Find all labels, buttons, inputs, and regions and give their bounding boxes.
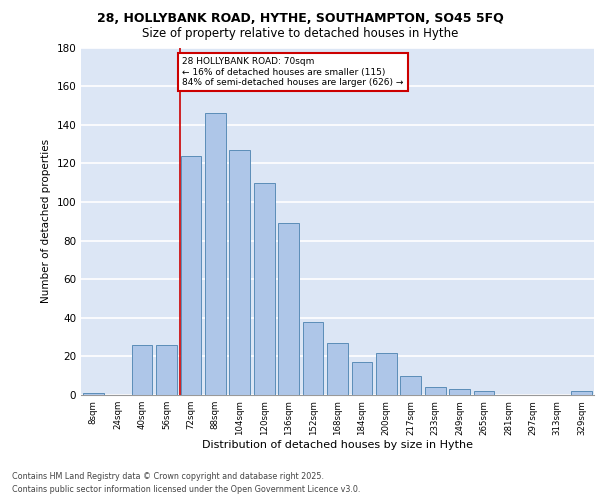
Bar [473,391,494,395]
Bar [449,389,470,395]
Text: 28 HOLLYBANK ROAD: 70sqm
← 16% of detached houses are smaller (115)
84% of semi-: 28 HOLLYBANK ROAD: 70sqm ← 16% of detach… [182,57,404,87]
Bar [302,322,323,395]
Text: Size of property relative to detached houses in Hythe: Size of property relative to detached ho… [142,28,458,40]
Bar [229,150,250,395]
Bar [376,352,397,395]
X-axis label: Distribution of detached houses by size in Hythe: Distribution of detached houses by size … [202,440,473,450]
Bar [425,388,446,395]
Text: Contains public sector information licensed under the Open Government Licence v3: Contains public sector information licen… [12,485,361,494]
Bar [327,343,348,395]
Bar [352,362,373,395]
Bar [205,113,226,395]
Bar [131,345,152,395]
Bar [571,391,592,395]
Bar [181,156,202,395]
Text: 28, HOLLYBANK ROAD, HYTHE, SOUTHAMPTON, SO45 5FQ: 28, HOLLYBANK ROAD, HYTHE, SOUTHAMPTON, … [97,12,503,26]
Bar [83,393,104,395]
Text: Contains HM Land Registry data © Crown copyright and database right 2025.: Contains HM Land Registry data © Crown c… [12,472,324,481]
Bar [400,376,421,395]
Bar [254,182,275,395]
Y-axis label: Number of detached properties: Number of detached properties [41,139,51,304]
Bar [156,345,177,395]
Bar [278,223,299,395]
